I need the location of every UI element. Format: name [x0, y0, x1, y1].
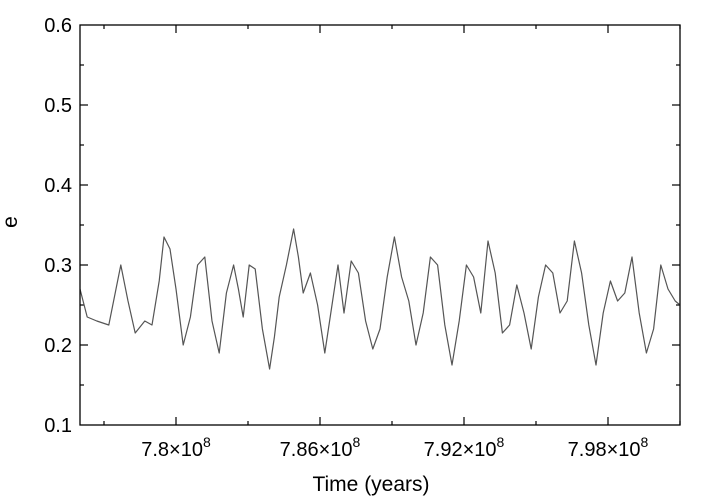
y-tick-label: 0.5	[44, 95, 72, 117]
y-tick-label: 0.1	[44, 415, 72, 437]
x-tick-mantissa: 7.86	[280, 439, 319, 461]
x-tick-exponent: 8	[353, 434, 361, 450]
x-tick-exponent: 8	[497, 434, 505, 450]
plot-frame	[79, 24, 681, 426]
x-tick-exponent: 8	[641, 434, 649, 450]
y-tick-label: 0.3	[44, 255, 72, 277]
x-tick-times: ×10	[169, 439, 203, 461]
x-tick-times: ×10	[463, 439, 497, 461]
ticks-layer	[80, 25, 681, 425]
x-tick-label: 7.92×108	[424, 434, 505, 461]
y-tick-label: 0.4	[44, 175, 72, 197]
x-tick-label: 7.98×108	[568, 434, 649, 461]
x-tick-label: 7.86×108	[280, 434, 361, 461]
x-tick-mantissa: 7.98	[568, 439, 607, 461]
x-tick-exponent: 8	[203, 434, 211, 450]
y-tick-label: 0.6	[44, 15, 72, 37]
x-tick-mantissa: 7.92	[424, 439, 463, 461]
x-tick-mantissa: 7.8	[141, 439, 169, 461]
x-tick-times: ×10	[607, 439, 641, 461]
x-tick-times: ×10	[319, 439, 353, 461]
x-tick-label: 7.8×108	[141, 434, 211, 461]
y-tick-labels: 0.1 0.2 0.3 0.4 0.5 0.6	[44, 15, 72, 437]
y-axis-title: e	[0, 216, 22, 228]
x-axis-title: Time (years)	[312, 473, 429, 496]
y-tick-label: 0.2	[44, 335, 72, 357]
series-line	[79, 228, 681, 370]
x-tick-labels: 7.8×108 7.86×108 7.92×108 7.98×108	[141, 434, 648, 461]
